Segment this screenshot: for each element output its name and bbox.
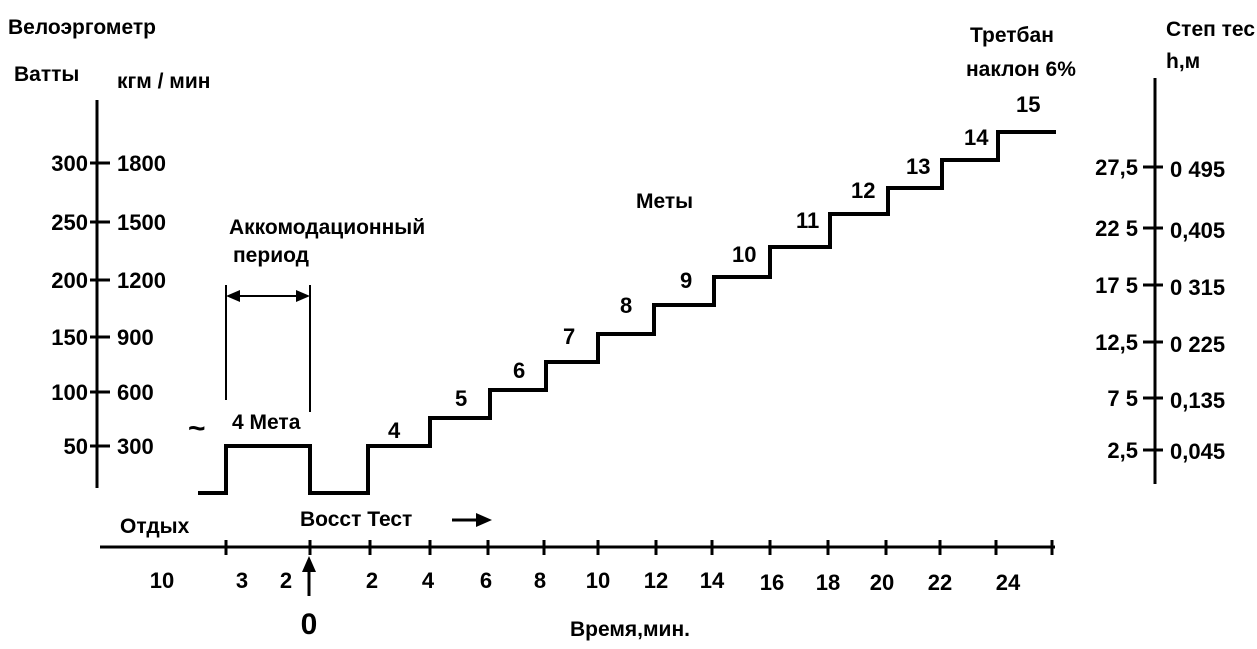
stage-label-8: 8 xyxy=(620,293,632,318)
kgm-tick-300: 300 xyxy=(117,434,154,459)
watts-tick-200: 200 xyxy=(51,268,88,293)
time-tick-8: 8 xyxy=(534,568,546,593)
stage-label-11: 11 xyxy=(796,208,819,233)
time-tick-10-rest: 10 xyxy=(150,568,174,593)
stage-label-12: 12 xyxy=(851,178,875,203)
time-tick-2: 2 xyxy=(366,568,378,593)
height-tick-0-045: 0,045 xyxy=(1170,439,1225,464)
protocol-step-line xyxy=(198,130,1056,495)
watts-tick-300: 300 xyxy=(51,151,88,176)
kgm-tick-1800: 1800 xyxy=(117,151,166,176)
kgm-tick-900: 900 xyxy=(117,325,154,350)
incline-tick-22-5: 22 5 xyxy=(1095,216,1138,241)
time-tick-6: 6 xyxy=(480,568,492,593)
right-axis-ticks xyxy=(1143,165,1163,452)
mets-label: Меты xyxy=(636,190,693,213)
time-tick-16: 16 xyxy=(760,570,784,595)
height-tick-0-315: 0 315 xyxy=(1170,275,1225,300)
step-test-label: Степ тес xyxy=(1166,18,1255,41)
time-tick-22: 22 xyxy=(928,570,952,595)
tilde-mark: ~ xyxy=(188,412,206,445)
stage-label-14: 14 xyxy=(964,125,989,150)
accommodation-bracket xyxy=(225,285,311,412)
time-axis-ticks xyxy=(224,540,1054,555)
time-tick-24: 24 xyxy=(996,570,1021,595)
stage-label-10: 10 xyxy=(732,242,756,267)
treadmill-label: Третбан xyxy=(970,24,1054,47)
height-tick-0-225: 0 225 xyxy=(1170,332,1225,357)
step-height-unit: h,м xyxy=(1166,50,1200,73)
time-tick-18: 18 xyxy=(816,570,840,595)
time-tick-3: 3 xyxy=(236,568,248,593)
left-axis-ticks xyxy=(90,161,110,448)
recovery-test-label: Восст Тест xyxy=(300,508,412,531)
left-axis-title: Велоэргометр xyxy=(8,16,156,39)
right-arrow-icon xyxy=(452,513,492,527)
time-tick-10: 10 xyxy=(586,568,610,593)
time-tick-4: 4 xyxy=(422,568,435,593)
incline-tick-2-5: 2,5 xyxy=(1107,438,1138,463)
stage-label-4: 4 xyxy=(388,418,401,443)
x-axis-title: Время,мин. xyxy=(570,618,690,641)
time-tick-2-before: 2 xyxy=(280,568,292,593)
watts-tick-100: 100 xyxy=(51,380,88,405)
stage-label-13: 13 xyxy=(906,154,930,179)
stage-label-5: 5 xyxy=(455,386,467,411)
four-mets-label: 4 Мета xyxy=(232,411,301,434)
kgm-axis-label: кгм / мин xyxy=(117,70,210,93)
rest-label: Отдых xyxy=(120,515,190,538)
incline-tick-17-5: 17 5 xyxy=(1095,273,1138,298)
height-tick-0-135: 0,135 xyxy=(1170,388,1225,413)
watts-tick-150: 150 xyxy=(51,325,88,350)
incline-tick-12-5: 12,5 xyxy=(1095,330,1138,355)
stage-label-15: 15 xyxy=(1016,92,1040,117)
incline-tick-7-5: 7 5 xyxy=(1107,386,1138,411)
start-zero-label: 0 xyxy=(301,608,318,641)
stage-label-9: 9 xyxy=(680,268,692,293)
stage-label-7: 7 xyxy=(563,324,575,349)
incline-tick-27-5: 27,5 xyxy=(1095,155,1138,180)
time-tick-20: 20 xyxy=(870,570,894,595)
watts-tick-50: 50 xyxy=(64,434,88,459)
watts-tick-250: 250 xyxy=(51,210,88,235)
watts-axis-label: Ватты xyxy=(14,63,79,86)
accommodation-period-label: период xyxy=(233,244,309,267)
treadmill-incline-label: наклон 6% xyxy=(966,58,1076,81)
height-tick-0-495: 0 495 xyxy=(1170,157,1225,182)
kgm-tick-1500: 1500 xyxy=(117,210,166,235)
accommodation-label: Аккомодационный xyxy=(229,216,425,239)
time-tick-12: 12 xyxy=(644,568,668,593)
up-arrow-icon xyxy=(302,556,316,596)
height-tick-0-405: 0,405 xyxy=(1170,218,1225,243)
stage-label-6: 6 xyxy=(513,358,525,383)
time-tick-14: 14 xyxy=(700,568,725,593)
kgm-tick-1200: 1200 xyxy=(117,268,166,293)
kgm-tick-600: 600 xyxy=(117,380,154,405)
